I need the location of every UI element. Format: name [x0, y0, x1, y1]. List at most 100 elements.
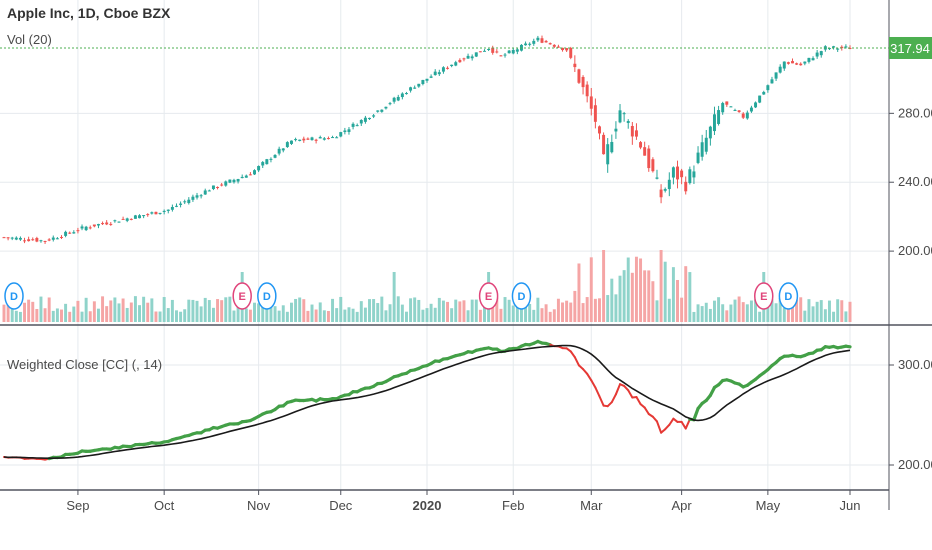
volume-bar: [14, 310, 18, 322]
candle-body: [339, 132, 343, 137]
symbol-title[interactable]: Apple Inc, 1D, Cboe BZX: [7, 5, 171, 21]
candle-body: [589, 96, 593, 109]
volume-bar: [31, 301, 35, 322]
candle-body: [437, 72, 441, 75]
candle-body: [281, 148, 285, 151]
weighted-close-segment: [643, 406, 650, 416]
candle-body: [556, 46, 560, 48]
volume-bar: [261, 303, 265, 322]
volume-bar: [207, 300, 211, 322]
candle-body: [380, 109, 384, 112]
candle-body: [117, 221, 121, 223]
moving-average-line: [3, 344, 851, 459]
candle-body: [515, 49, 519, 52]
volume-bar: [101, 296, 105, 322]
volume-bar: [146, 302, 150, 322]
volume-bar: [733, 299, 737, 322]
candle-body: [782, 61, 786, 69]
volume-bar: [598, 298, 601, 322]
candle-body: [23, 240, 27, 242]
candle-body: [836, 48, 840, 50]
volume-bar: [844, 311, 848, 322]
candle-body: [696, 152, 700, 163]
volume-bar: [483, 305, 486, 322]
candle-body: [101, 223, 105, 225]
time-axis-label: May: [756, 498, 781, 513]
candle-body: [273, 154, 277, 158]
candle-body: [441, 67, 445, 72]
candle-body: [540, 38, 544, 43]
volume-bar: [519, 306, 523, 322]
candle-body: [285, 142, 289, 148]
volume-title[interactable]: Vol (20): [7, 32, 52, 47]
candle-body: [191, 196, 195, 200]
candle-body: [626, 121, 630, 123]
volume-bar: [236, 300, 240, 322]
candle-body: [700, 142, 704, 157]
volume-bar: [643, 270, 647, 322]
candle-body: [712, 114, 716, 132]
volume-bar: [433, 307, 437, 322]
candle-body: [598, 126, 601, 134]
weighted-close-segment: [655, 420, 663, 434]
volume-bar: [528, 303, 532, 322]
volume-bar: [55, 308, 59, 322]
candle-body: [639, 142, 643, 148]
volume-bar: [676, 280, 679, 322]
candle-body: [622, 113, 626, 115]
candle-body: [351, 123, 355, 127]
volume-bar: [614, 294, 618, 322]
candle-body: [138, 215, 142, 219]
event-marker-label: D: [263, 291, 271, 303]
volume-bar: [462, 300, 466, 322]
volume-bar: [133, 296, 137, 322]
earnings-marker: [754, 282, 774, 310]
volume-bar: [782, 308, 786, 322]
candle-body: [6, 237, 10, 239]
dividend-marker: [4, 282, 24, 310]
candle-body: [425, 78, 429, 81]
candle-body: [832, 46, 836, 48]
volume-bar: [273, 306, 277, 322]
volume-bar: [618, 275, 622, 322]
volume-bar: [565, 300, 569, 322]
candle-body: [827, 48, 831, 50]
volume-bar: [203, 297, 207, 322]
volume-bar: [368, 299, 371, 322]
volume-bar: [548, 311, 552, 322]
candle-body: [240, 176, 244, 179]
candle-body: [528, 43, 532, 45]
candle-body: [121, 218, 125, 220]
candle-body: [64, 231, 68, 236]
volume-bar: [634, 256, 638, 322]
volume-bar: [667, 298, 671, 322]
candle-body: [733, 109, 737, 111]
candle-body: [60, 236, 63, 238]
volume-bar: [404, 311, 408, 322]
candle-body: [347, 129, 351, 132]
volume-bar: [68, 311, 72, 322]
weighted-close-segment: [692, 406, 700, 422]
candle-body: [216, 186, 220, 188]
candle-body: [491, 47, 495, 53]
volume-bar: [712, 300, 716, 322]
volume-bar: [577, 263, 581, 322]
candle-body: [368, 117, 371, 120]
volume-bar: [725, 310, 729, 322]
candle-body: [314, 139, 318, 141]
volume-bar: [253, 302, 256, 322]
volume-bar: [105, 306, 109, 322]
candle-body: [569, 47, 573, 58]
volume-bar: [737, 296, 741, 322]
candle-body: [35, 238, 39, 242]
candle-body: [630, 126, 634, 137]
volume-bar: [326, 310, 330, 322]
candle-body: [532, 40, 536, 44]
volume-bar: [610, 278, 614, 322]
time-axis-label: Feb: [502, 498, 524, 513]
indicator-title[interactable]: Weighted Close [CC] (, 14): [7, 357, 162, 372]
candle-body: [359, 119, 363, 124]
volume-bar: [166, 308, 170, 322]
candle-body: [232, 179, 236, 183]
